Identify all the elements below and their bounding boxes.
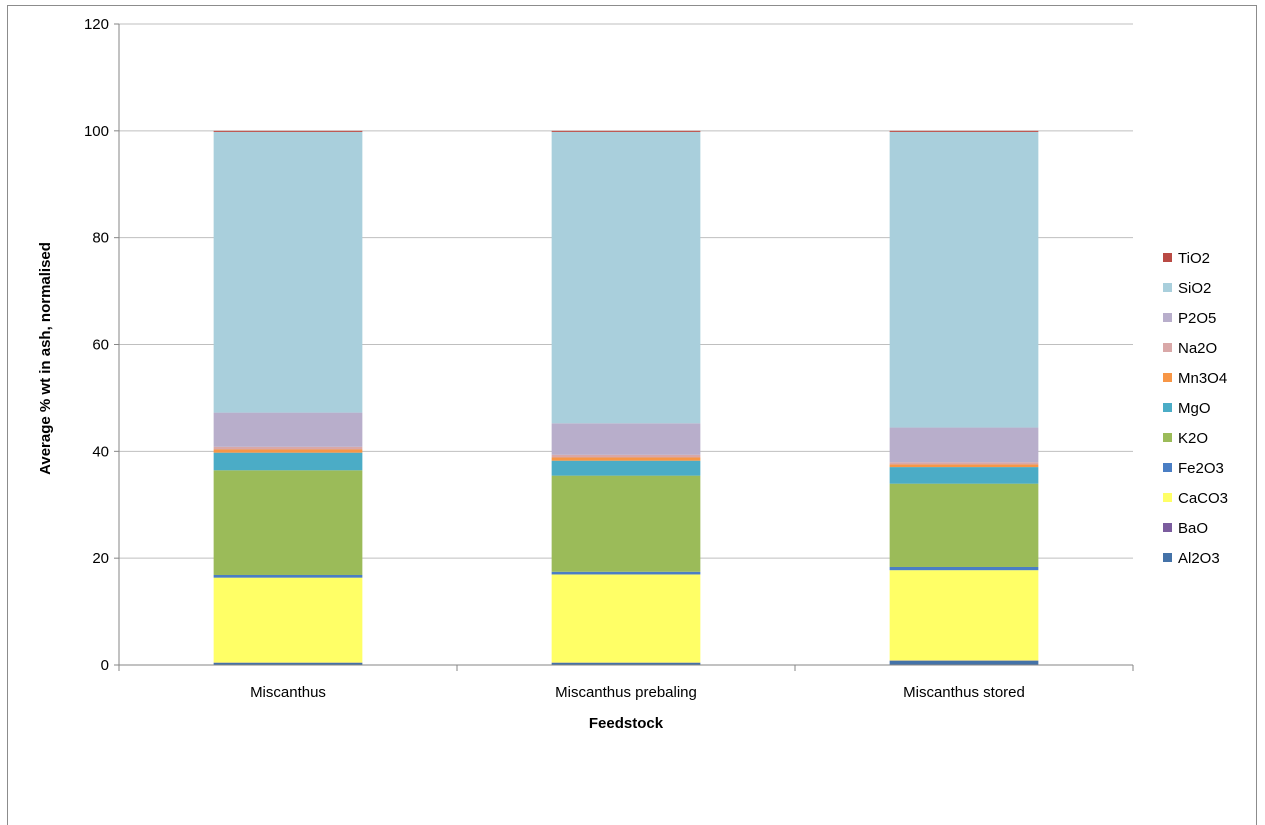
legend-label-al2o3: Al2O3 — [1178, 550, 1220, 567]
stacked-bar-chart: 0 20 40 60 80 100 120 Miscanthus Miscanthus pre… — [8, 6, 1258, 821]
bars — [214, 131, 1039, 665]
legend-label-p2o5: P2O5 — [1178, 310, 1216, 327]
bar-segment-mn3o4 — [890, 464, 1039, 467]
bar-segment-fe2o3 — [214, 575, 363, 578]
bar-segment-fe2o3 — [890, 567, 1039, 570]
bar-segment-k2o — [552, 476, 701, 572]
legend-swatch-tio2 — [1163, 253, 1172, 262]
bar-segment-k2o — [890, 484, 1039, 567]
bar-segment-mgo — [214, 453, 363, 471]
legend-swatch-bao — [1163, 523, 1172, 532]
bar-segment-k2o — [214, 470, 363, 575]
legend-label-sio2: SiO2 — [1178, 280, 1211, 297]
y-tick-label: 80 — [92, 230, 109, 247]
bar-segment-sio2 — [890, 132, 1039, 428]
bar-segment-na2o — [552, 455, 701, 458]
bar-segment-tio2 — [890, 131, 1039, 132]
legend-label-bao: BaO — [1178, 520, 1208, 537]
bar-segment-p2o5 — [552, 423, 701, 455]
legend-swatch-sio2 — [1163, 283, 1172, 292]
x-tick-labels: Miscanthus Miscanthus prebaling Miscanthus… — [250, 684, 1025, 701]
bar-segment-sio2 — [214, 132, 363, 413]
legend-label-mn3o4: Mn3O4 — [1178, 370, 1227, 387]
y-axis-title: Average % wt in ash, normalised — [37, 242, 54, 475]
chart-frame: 0 20 40 60 80 100 120 Miscanthus Miscanthus pre… — [7, 5, 1257, 825]
bar-segment-al2o3 — [890, 661, 1039, 665]
y-tick-label: 40 — [92, 443, 109, 460]
x-tick-label: Miscanthus stored — [903, 684, 1025, 701]
y-tick-labels: 0 20 40 60 80 100 120 — [84, 16, 109, 674]
legend-swatch-mgo — [1163, 403, 1172, 412]
bar-segment-caco3 — [552, 574, 701, 662]
legend-swatch-mn3o4 — [1163, 373, 1172, 382]
bar-segment-tio2 — [214, 131, 363, 132]
bar-segment-na2o — [890, 462, 1039, 464]
bar-segment-na2o — [214, 447, 363, 450]
bar-segment-mgo — [552, 461, 701, 476]
x-tick-label: Miscanthus — [250, 684, 326, 701]
bar-segment-caco3 — [890, 570, 1039, 660]
y-tick-label: 100 — [84, 123, 109, 140]
legend-label-caco3: CaCO3 — [1178, 490, 1228, 507]
bar-segment-fe2o3 — [552, 572, 701, 575]
y-tick-label: 20 — [92, 550, 109, 567]
x-axis-title: Feedstock — [589, 715, 664, 732]
legend-label-na2o: Na2O — [1178, 340, 1217, 357]
legend-swatch-al2o3 — [1163, 553, 1172, 562]
legend-swatch-na2o — [1163, 343, 1172, 352]
legend-swatch-k2o — [1163, 433, 1172, 442]
bar-segment-mn3o4 — [552, 457, 701, 460]
legend-label-mgo: MgO — [1178, 400, 1211, 417]
legend-label-k2o: K2O — [1178, 430, 1208, 447]
y-tick-label: 0 — [101, 657, 109, 674]
bar-segment-p2o5 — [214, 413, 363, 447]
legend: TiO2 SiO2 P2O5 Na2O Mn3O4 MgO K2O Fe2O3 CaCO3 BaO… — [1163, 250, 1228, 567]
bar-segment-tio2 — [552, 131, 701, 132]
y-tick-label: 120 — [84, 16, 109, 33]
bar-segment-p2o5 — [890, 428, 1039, 463]
legend-label-fe2o3: Fe2O3 — [1178, 460, 1224, 477]
x-tick-label: Miscanthus prebaling — [555, 684, 697, 701]
y-tick-label: 60 — [92, 337, 109, 354]
legend-label-tio2: TiO2 — [1178, 250, 1210, 267]
bar-segment-caco3 — [214, 578, 363, 663]
legend-swatch-p2o5 — [1163, 313, 1172, 322]
legend-swatch-caco3 — [1163, 493, 1172, 502]
bar-segment-mn3o4 — [214, 449, 363, 452]
bar-segment-sio2 — [552, 132, 701, 423]
bar-segment-mgo — [890, 467, 1039, 484]
legend-swatch-fe2o3 — [1163, 463, 1172, 472]
